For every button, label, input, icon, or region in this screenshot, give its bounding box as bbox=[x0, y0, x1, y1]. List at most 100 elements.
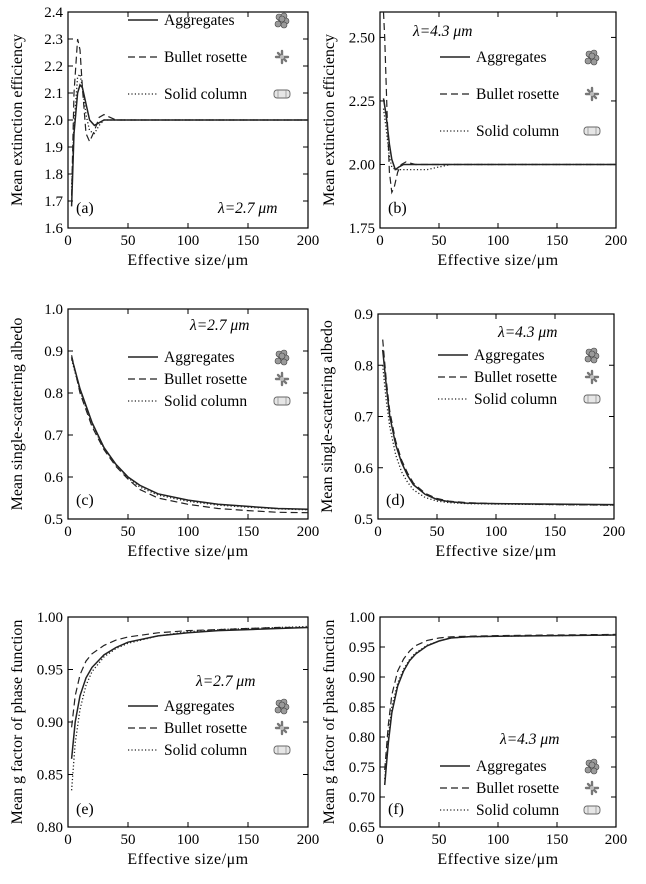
bullet-rosette-icon bbox=[584, 86, 600, 102]
bullet-rosette-icon bbox=[274, 720, 290, 736]
y-tick-label: 2.25 bbox=[349, 94, 375, 110]
legend-label: Aggregates bbox=[164, 349, 235, 366]
series-line-bullet-rosette bbox=[71, 38, 308, 196]
y-tick-label: 1.00 bbox=[37, 610, 63, 626]
x-tick-label: 200 bbox=[297, 524, 320, 540]
panel-label: (d) bbox=[386, 492, 405, 509]
aggregate-crystal-icon bbox=[274, 698, 290, 715]
chart-panel-d: 0 50 100 150 200 0.5 0.6 0.7 0.8 0.9 Effective siz… bbox=[319, 307, 625, 560]
y-tick-label: 0.6 bbox=[354, 461, 373, 477]
chart-panel-a: 0 50 100 150 200 1.6 1.7 1.8 1.9 2.0 2.1 2.2 2.3 2.4 E… bbox=[9, 5, 319, 269]
y-axis-label: Mean extinction efficiency bbox=[9, 34, 26, 206]
y-tick-label: 1.7 bbox=[44, 194, 63, 210]
y-tick-label: 0.80 bbox=[349, 730, 375, 746]
series-line-bullet-rosette bbox=[384, 633, 616, 771]
solid-column-icon bbox=[273, 745, 291, 755]
wavelength-label: λ=2.7 μm bbox=[217, 200, 277, 217]
x-tick-label: 50 bbox=[432, 832, 447, 848]
legend-label: Aggregates bbox=[474, 347, 545, 364]
plot-frame bbox=[377, 313, 615, 520]
x-axis-label: Effective size/μm bbox=[127, 851, 248, 868]
x-tick-label: 100 bbox=[177, 524, 200, 540]
aggregate-crystal-icon bbox=[584, 49, 600, 66]
x-tick-label: 150 bbox=[546, 233, 569, 249]
series-line-solid-column bbox=[382, 108, 616, 171]
y-tick-label: 0.65 bbox=[349, 820, 375, 836]
x-tick-label: 100 bbox=[177, 832, 200, 848]
series-line-solid-column bbox=[70, 359, 308, 511]
panel-label: (e) bbox=[76, 801, 94, 818]
legend-label: Aggregates bbox=[164, 12, 235, 29]
y-tick-label: 0.7 bbox=[354, 410, 373, 426]
x-tick-label: 50 bbox=[121, 524, 136, 540]
y-tick-label: 0.70 bbox=[349, 790, 375, 806]
series-line-bullet-rosette bbox=[71, 626, 308, 728]
y-tick-label: 1.00 bbox=[349, 610, 375, 626]
legend: Aggregates Bullet rosette Solid column bbox=[128, 698, 291, 759]
legend: Aggregates Bullet rosette Solid column bbox=[440, 758, 601, 819]
wavelength-label: λ=2.7 μm bbox=[195, 673, 255, 690]
series-line-bullet-rosette bbox=[71, 355, 308, 514]
y-tick-label: 0.9 bbox=[44, 344, 63, 360]
y-tick-label: 0.85 bbox=[37, 768, 63, 784]
y-tick-label: 0.90 bbox=[37, 715, 63, 731]
legend-label: Solid column bbox=[474, 391, 557, 408]
bullet-rosette-icon bbox=[584, 780, 600, 796]
panel-label: (f) bbox=[388, 801, 404, 818]
x-tick-label: 0 bbox=[64, 524, 72, 540]
legend-label: Solid column bbox=[476, 123, 559, 140]
y-tick-label: 0.80 bbox=[37, 820, 63, 836]
legend: Aggregates Bullet rosette Solid column bbox=[438, 347, 601, 408]
legend-label: Bullet rosette bbox=[474, 369, 557, 386]
aggregate-crystal-icon bbox=[584, 758, 600, 775]
x-tick-label: 0 bbox=[64, 832, 72, 848]
y-tick-label: 1.75 bbox=[349, 221, 375, 237]
series-line-solid-column bbox=[382, 365, 614, 506]
y-tick-label: 1.0 bbox=[44, 302, 63, 318]
y-tick-label: 0.6 bbox=[44, 470, 63, 486]
x-tick-label: 50 bbox=[121, 832, 136, 848]
y-tick-label: 1.8 bbox=[44, 167, 63, 183]
y-axis-label: Mean single-scattering albedo bbox=[9, 318, 26, 511]
legend-label: Solid column bbox=[164, 86, 247, 103]
aggregate-crystal-icon bbox=[274, 12, 290, 29]
series-line-solid-column bbox=[70, 625, 308, 791]
panel-label: (c) bbox=[76, 492, 94, 509]
x-axis-label: Effective size/μm bbox=[437, 252, 558, 269]
y-tick-label: 2.2 bbox=[44, 59, 63, 75]
chart-panel-f: 0 50 100 150 200 0.65 0.70 0.75 0.80 0.85 0.90 0.95… bbox=[321, 610, 627, 868]
aggregate-crystal-icon bbox=[584, 347, 600, 364]
solid-column-icon bbox=[273, 396, 291, 406]
y-tick-label: 2.3 bbox=[44, 32, 63, 48]
x-tick-label: 0 bbox=[374, 524, 382, 540]
y-tick-label: 2.00 bbox=[349, 157, 375, 173]
bullet-rosette-icon bbox=[584, 369, 600, 385]
series-line-aggregates bbox=[70, 626, 308, 759]
x-tick-label: 200 bbox=[605, 832, 628, 848]
y-tick-label: 0.85 bbox=[349, 700, 375, 716]
y-axis-label: Mean extinction efficiency bbox=[321, 34, 338, 206]
chart-panel-c: 0 50 100 150 200 0.5 0.6 0.7 0.8 0.9 1.0 Effective … bbox=[9, 302, 319, 560]
y-tick-label: 0.5 bbox=[354, 512, 373, 528]
legend-label: Solid column bbox=[164, 393, 247, 410]
y-tick-label: 0.9 bbox=[354, 307, 373, 323]
x-tick-label: 200 bbox=[605, 233, 628, 249]
series-line-aggregates bbox=[70, 357, 308, 511]
y-tick-label: 0.95 bbox=[349, 640, 375, 656]
x-tick-label: 0 bbox=[376, 832, 384, 848]
x-tick-label: 150 bbox=[546, 832, 569, 848]
x-tick-label: 150 bbox=[237, 233, 260, 249]
x-axis-label: Effective size/μm bbox=[435, 543, 556, 560]
series-line-bullet-rosette bbox=[382, 339, 614, 506]
x-tick-label: 100 bbox=[487, 233, 510, 249]
y-tick-label: 2.50 bbox=[349, 30, 375, 46]
panel-label: (a) bbox=[76, 200, 94, 217]
x-tick-label: 50 bbox=[432, 233, 447, 249]
y-tick-label: 0.8 bbox=[44, 386, 63, 402]
x-tick-label: 150 bbox=[544, 524, 567, 540]
legend-label: Bullet rosette bbox=[476, 86, 559, 103]
wavelength-label: λ=4.3 μm bbox=[412, 23, 472, 40]
x-tick-label: 100 bbox=[485, 524, 508, 540]
y-tick-label: 0.95 bbox=[37, 663, 63, 679]
